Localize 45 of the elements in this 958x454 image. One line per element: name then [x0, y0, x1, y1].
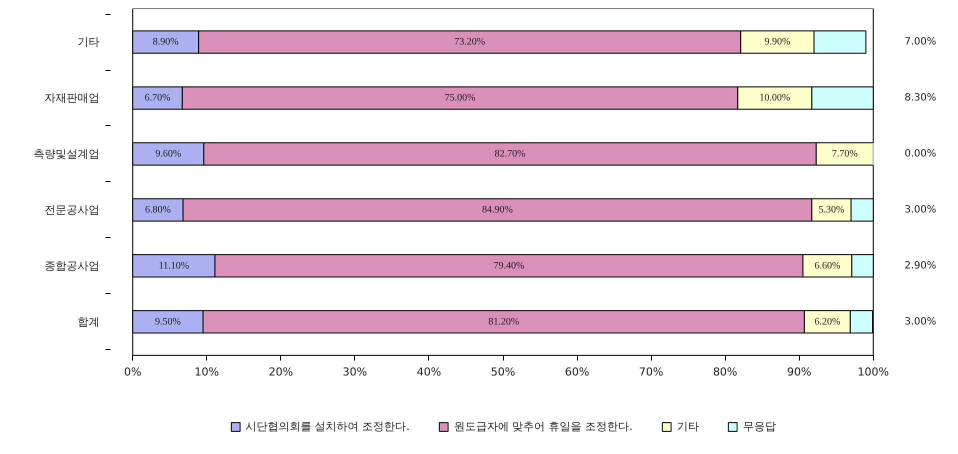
x-tick-label: 0% — [124, 365, 142, 378]
data-label: 6.60% — [814, 260, 840, 272]
data-label: 11.10% — [158, 260, 190, 272]
data-label: 6.70% — [144, 92, 170, 104]
x-tick-label: 40% — [416, 365, 442, 378]
x-tick-label: 80% — [712, 365, 738, 378]
data-label: 79.40% — [494, 260, 524, 272]
legend-label: 기타 — [676, 419, 699, 434]
data-label: 75.00% — [444, 92, 476, 104]
data-label: 7.70% — [832, 148, 858, 160]
data-label: 9.50% — [154, 316, 181, 328]
x-tick-label: 60% — [564, 365, 590, 378]
x-tick-label: 20% — [268, 365, 294, 378]
data-label: 73.20% — [454, 36, 486, 48]
data-label: 7.00% — [904, 36, 936, 48]
data-label: 6.80% — [144, 204, 171, 216]
data-label: 3.00% — [904, 316, 936, 328]
data-label: 6.20% — [814, 316, 840, 328]
x-tick-label: 70% — [638, 365, 664, 378]
x-tick-label: 90% — [787, 365, 812, 378]
y-tick-label: 측량및설계업 — [34, 147, 100, 160]
legend-label: 원도급자에 맞추어 휴일을 조정한다. — [454, 419, 633, 434]
x-tick-label: 30% — [342, 365, 368, 378]
x-tick-label: 50% — [490, 365, 516, 378]
x-tick-label: 100% — [858, 365, 890, 378]
data-label: 0.00% — [904, 148, 936, 160]
y-tick-label: 전문공사업 — [44, 203, 100, 216]
data-label: 3.00% — [904, 204, 936, 216]
data-label: 9.90% — [764, 36, 790, 48]
y-tick-label: 자재판매업 — [44, 92, 100, 105]
y-tick-label: 합계 — [78, 315, 100, 328]
data-label: 8.30% — [904, 92, 936, 104]
x-tick-label: 10% — [194, 365, 219, 378]
data-label: 8.90% — [152, 36, 179, 48]
data-label: 5.30% — [818, 204, 844, 216]
data-label: 84.90% — [482, 204, 513, 216]
legend-label: 무응답 — [742, 419, 776, 434]
data-label: 9.60% — [155, 148, 182, 160]
data-label: 81.20% — [488, 316, 520, 328]
legend-label: 시단협의회를 설치하여 조정한다. — [245, 419, 410, 434]
y-tick-label: 기타 — [78, 36, 100, 49]
data-label: 10.00% — [759, 92, 790, 104]
data-label: 82.70% — [494, 148, 526, 160]
data-label: 2.90% — [904, 260, 936, 272]
y-tick-label: 종합공사업 — [44, 259, 100, 272]
